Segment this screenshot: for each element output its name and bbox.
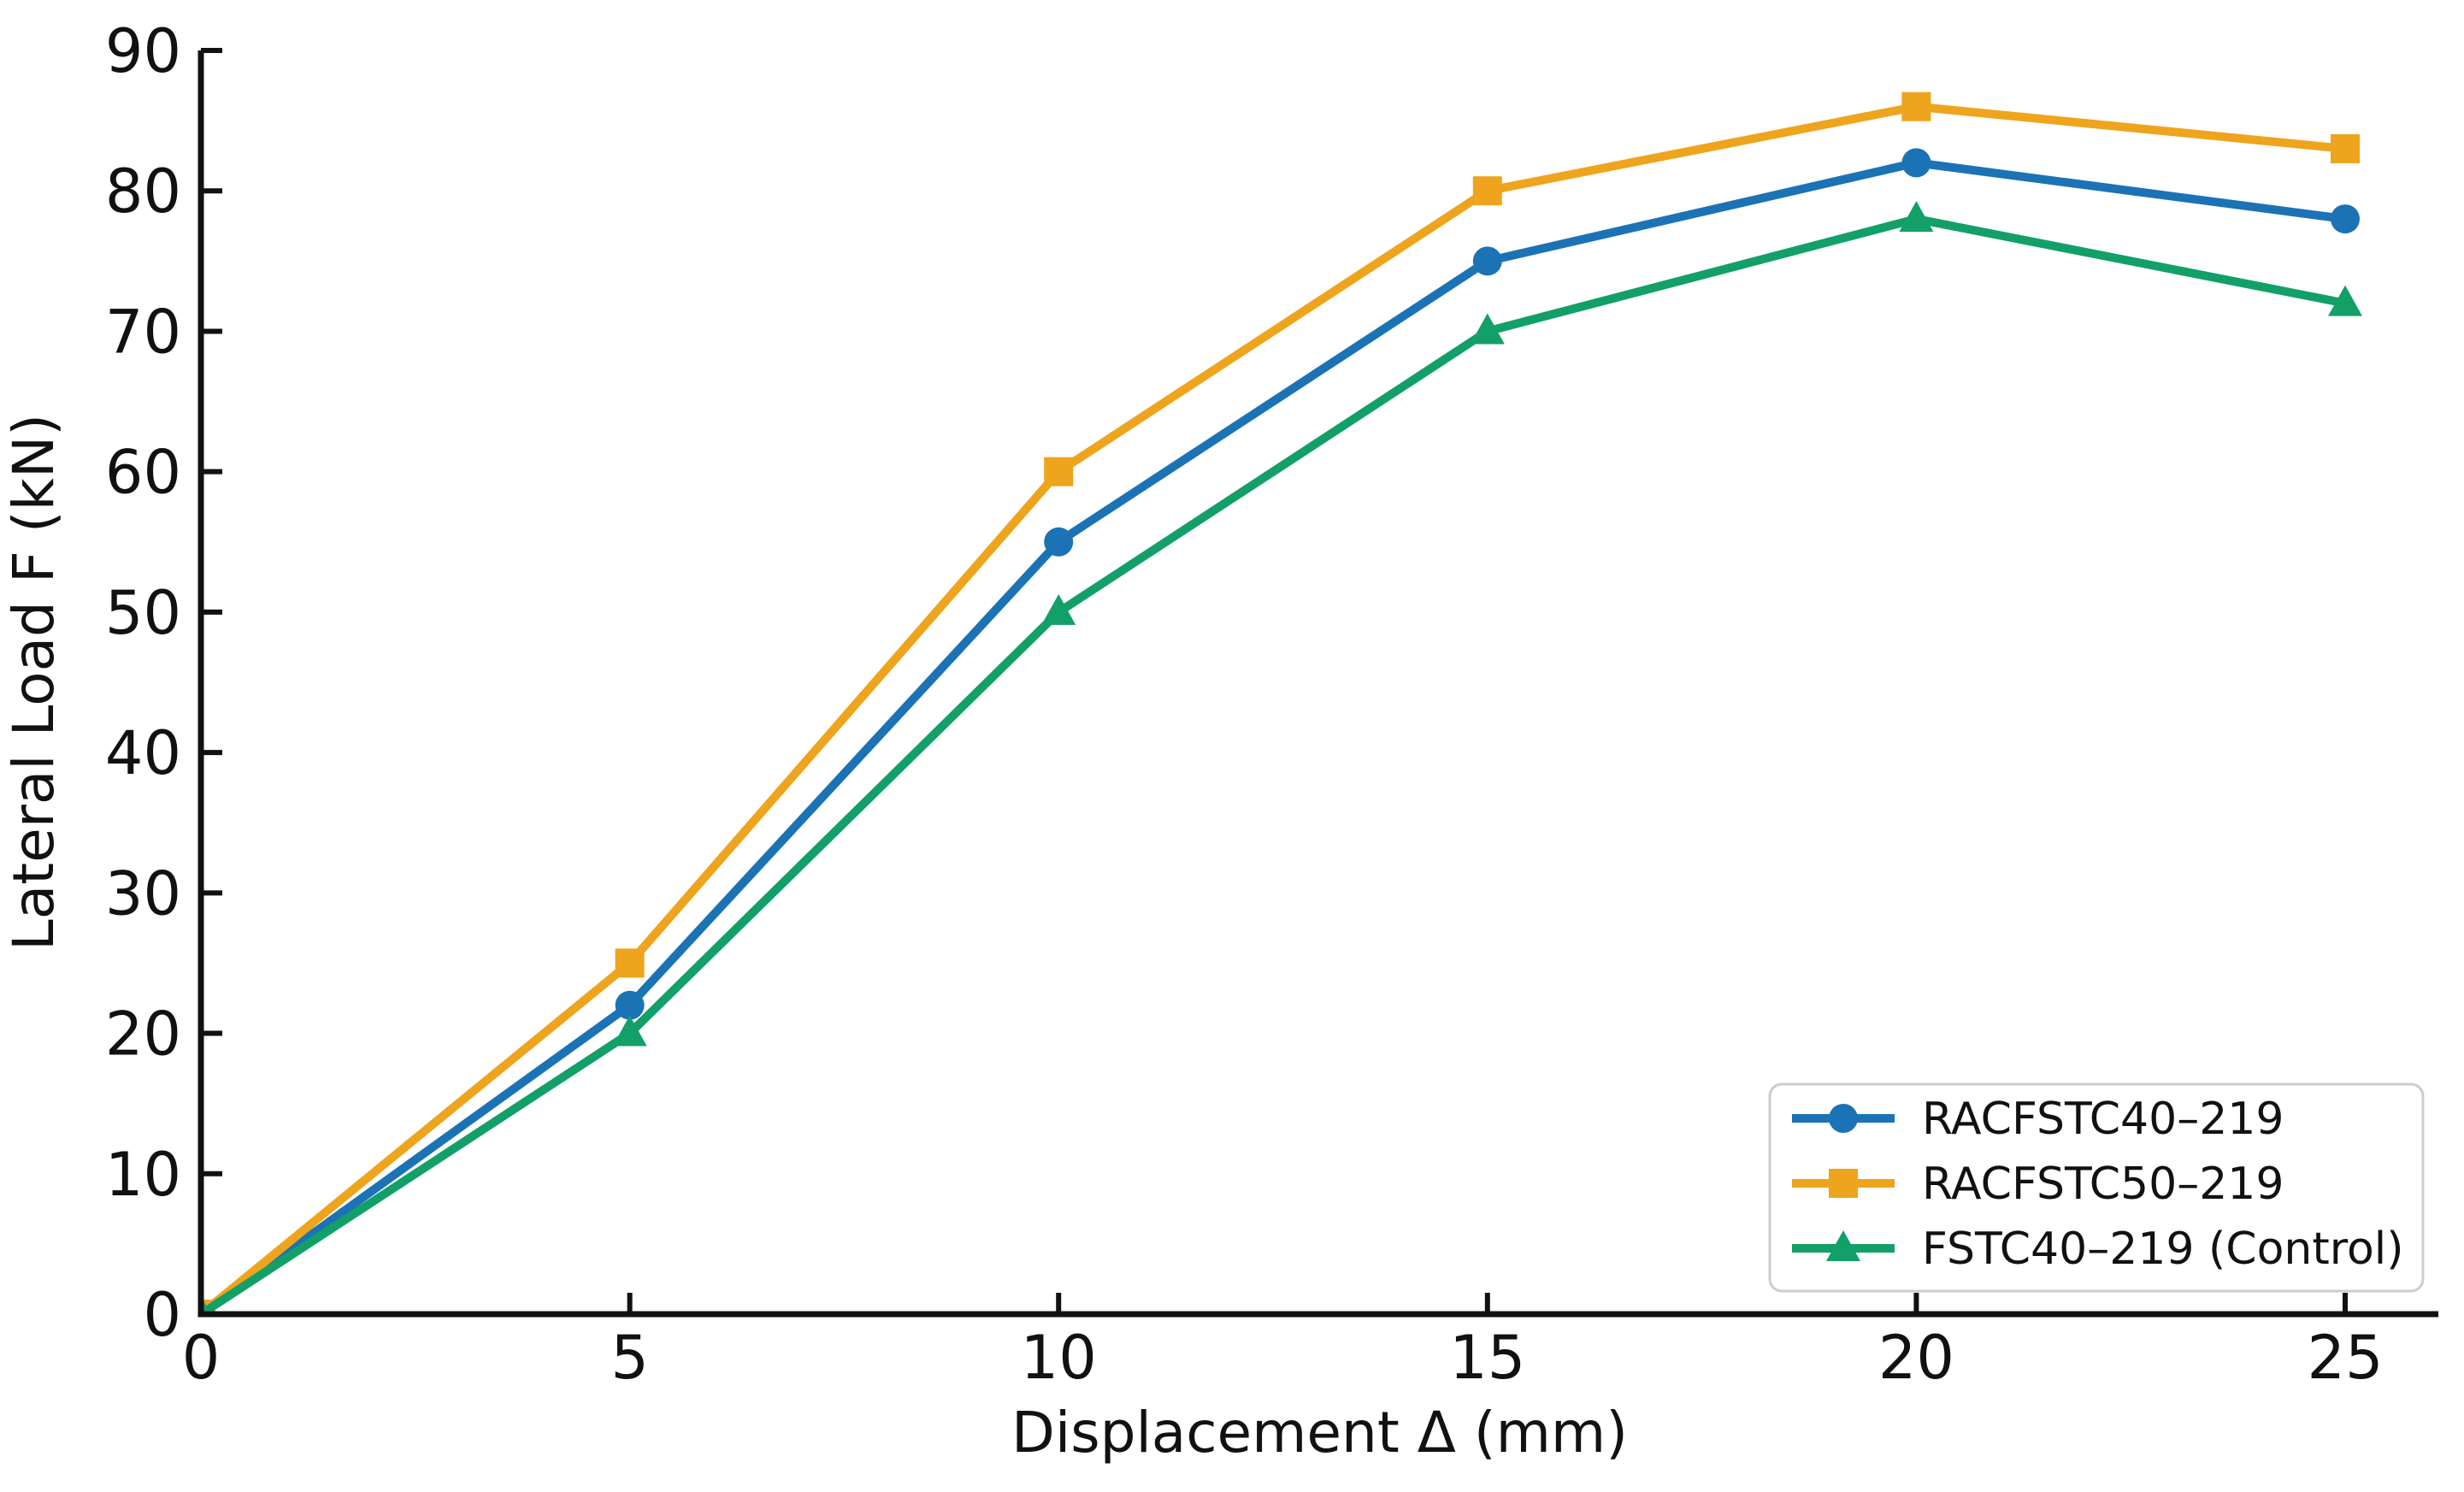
y-tick-label: 40 (105, 718, 181, 788)
triangle-marker (1826, 1230, 1860, 1261)
circle-marker (615, 990, 645, 1020)
axes-group (197, 48, 2438, 1318)
circle-marker (2331, 204, 2360, 234)
series-line (201, 102, 2346, 1314)
legend-entry-0: RACFSTC40–219 (1792, 1094, 2284, 1145)
x-tick-label: 0 (182, 1323, 221, 1393)
legend-group: RACFSTC40–219 RACFSTC50–219 FSTC40–219 (Co… (1768, 1082, 2425, 1293)
y-tick-label: 80 (105, 156, 181, 227)
x-axis-title: Displacement Δ (mm) (1011, 1400, 1628, 1465)
series-line (201, 215, 2346, 1314)
square-marker (1901, 91, 1931, 121)
y-tick-label: 30 (105, 858, 181, 929)
circle-marker (1829, 1104, 1858, 1133)
legend-label: RACFSTC50–219 (1922, 1159, 2284, 1210)
square-marker (615, 948, 645, 978)
triangle-marker (612, 1015, 647, 1047)
square-marker (1472, 176, 1502, 206)
x-tick-label: 25 (2307, 1323, 2383, 1393)
tick-labels-group: 0 5 10 15 20 25 0 10 20 30 40 50 60 70 80 90 (105, 16, 2384, 1393)
square-marker (1044, 457, 1074, 487)
y-tick-label: 90 (105, 16, 181, 86)
triangle-marker (1041, 593, 1076, 625)
x-tick-label: 10 (1021, 1323, 1097, 1393)
series-0 (201, 148, 2360, 1314)
circle-marker (1472, 246, 1502, 276)
x-tick-label: 5 (610, 1323, 649, 1393)
y-tick-label: 0 (143, 1280, 181, 1350)
triangle-marker (2328, 285, 2362, 316)
y-tick-label: 20 (105, 1000, 181, 1070)
y-tick-label: 60 (105, 438, 181, 508)
series-line (201, 158, 2346, 1314)
axis-titles-group: Displacement Δ (mm) Lateral Load F (kN) (1, 414, 1628, 1465)
legend-label: FSTC40–219 (Control) (1922, 1224, 2404, 1275)
circle-marker (1901, 148, 1931, 178)
legend-box (1768, 1082, 2425, 1293)
legend-entry-1: RACFSTC50–219 (1792, 1159, 2284, 1210)
triangle-marker (1899, 201, 1934, 233)
legend-entry-2: FSTC40–219 (Control) (1792, 1224, 2404, 1275)
series-2 (201, 201, 2362, 1314)
x-tick-label: 20 (1878, 1323, 1954, 1393)
y-tick-label: 70 (105, 297, 181, 367)
x-tick-label: 15 (1449, 1323, 1525, 1393)
y-axis-title: Lateral Load F (kN) (1, 414, 67, 951)
y-tick-label: 10 (105, 1140, 181, 1210)
legend-label: RACFSTC40–219 (1922, 1094, 2284, 1145)
square-marker (1829, 1169, 1858, 1198)
data-series-group (201, 91, 2362, 1314)
triangle-marker (1470, 313, 1505, 345)
y-tick-label: 50 (105, 578, 181, 648)
square-marker (2331, 133, 2360, 163)
circle-marker (1044, 527, 1074, 557)
